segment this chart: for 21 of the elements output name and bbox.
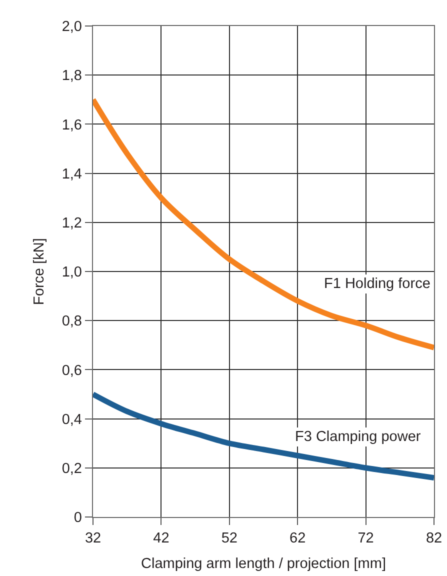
y-tick-label: 1,6 — [62, 117, 82, 134]
y-tick-label: 2,0 — [62, 19, 82, 36]
y-tick-label: 0 — [74, 510, 82, 526]
y-tick-label: 1,4 — [62, 166, 82, 182]
y-tick-label: 1,2 — [62, 215, 82, 232]
x-tick-label: 82 — [426, 530, 442, 546]
x-tick-label: 32 — [84, 530, 102, 546]
y-tick-label: 0,8 — [62, 314, 82, 330]
x-tick-label: 42 — [153, 530, 170, 546]
y-tick-label: 1,0 — [62, 264, 82, 281]
x-tick-label: 52 — [221, 530, 238, 546]
y-tick-label: 0,2 — [62, 460, 82, 477]
series-label: F3 Clamping power — [295, 429, 421, 445]
y-tick-label: 0,6 — [62, 362, 82, 379]
series-label: F1 Holding force — [324, 276, 430, 292]
y-tick-label: 0,4 — [62, 412, 82, 428]
x-tick-label: 62 — [290, 530, 306, 546]
x-tick-label: 72 — [358, 530, 374, 546]
y-axis-title: Force [kN] — [31, 238, 48, 305]
x-axis-title: Clamping arm length / projection [mm] — [141, 556, 386, 572]
y-tick-label: 1,8 — [62, 68, 82, 84]
